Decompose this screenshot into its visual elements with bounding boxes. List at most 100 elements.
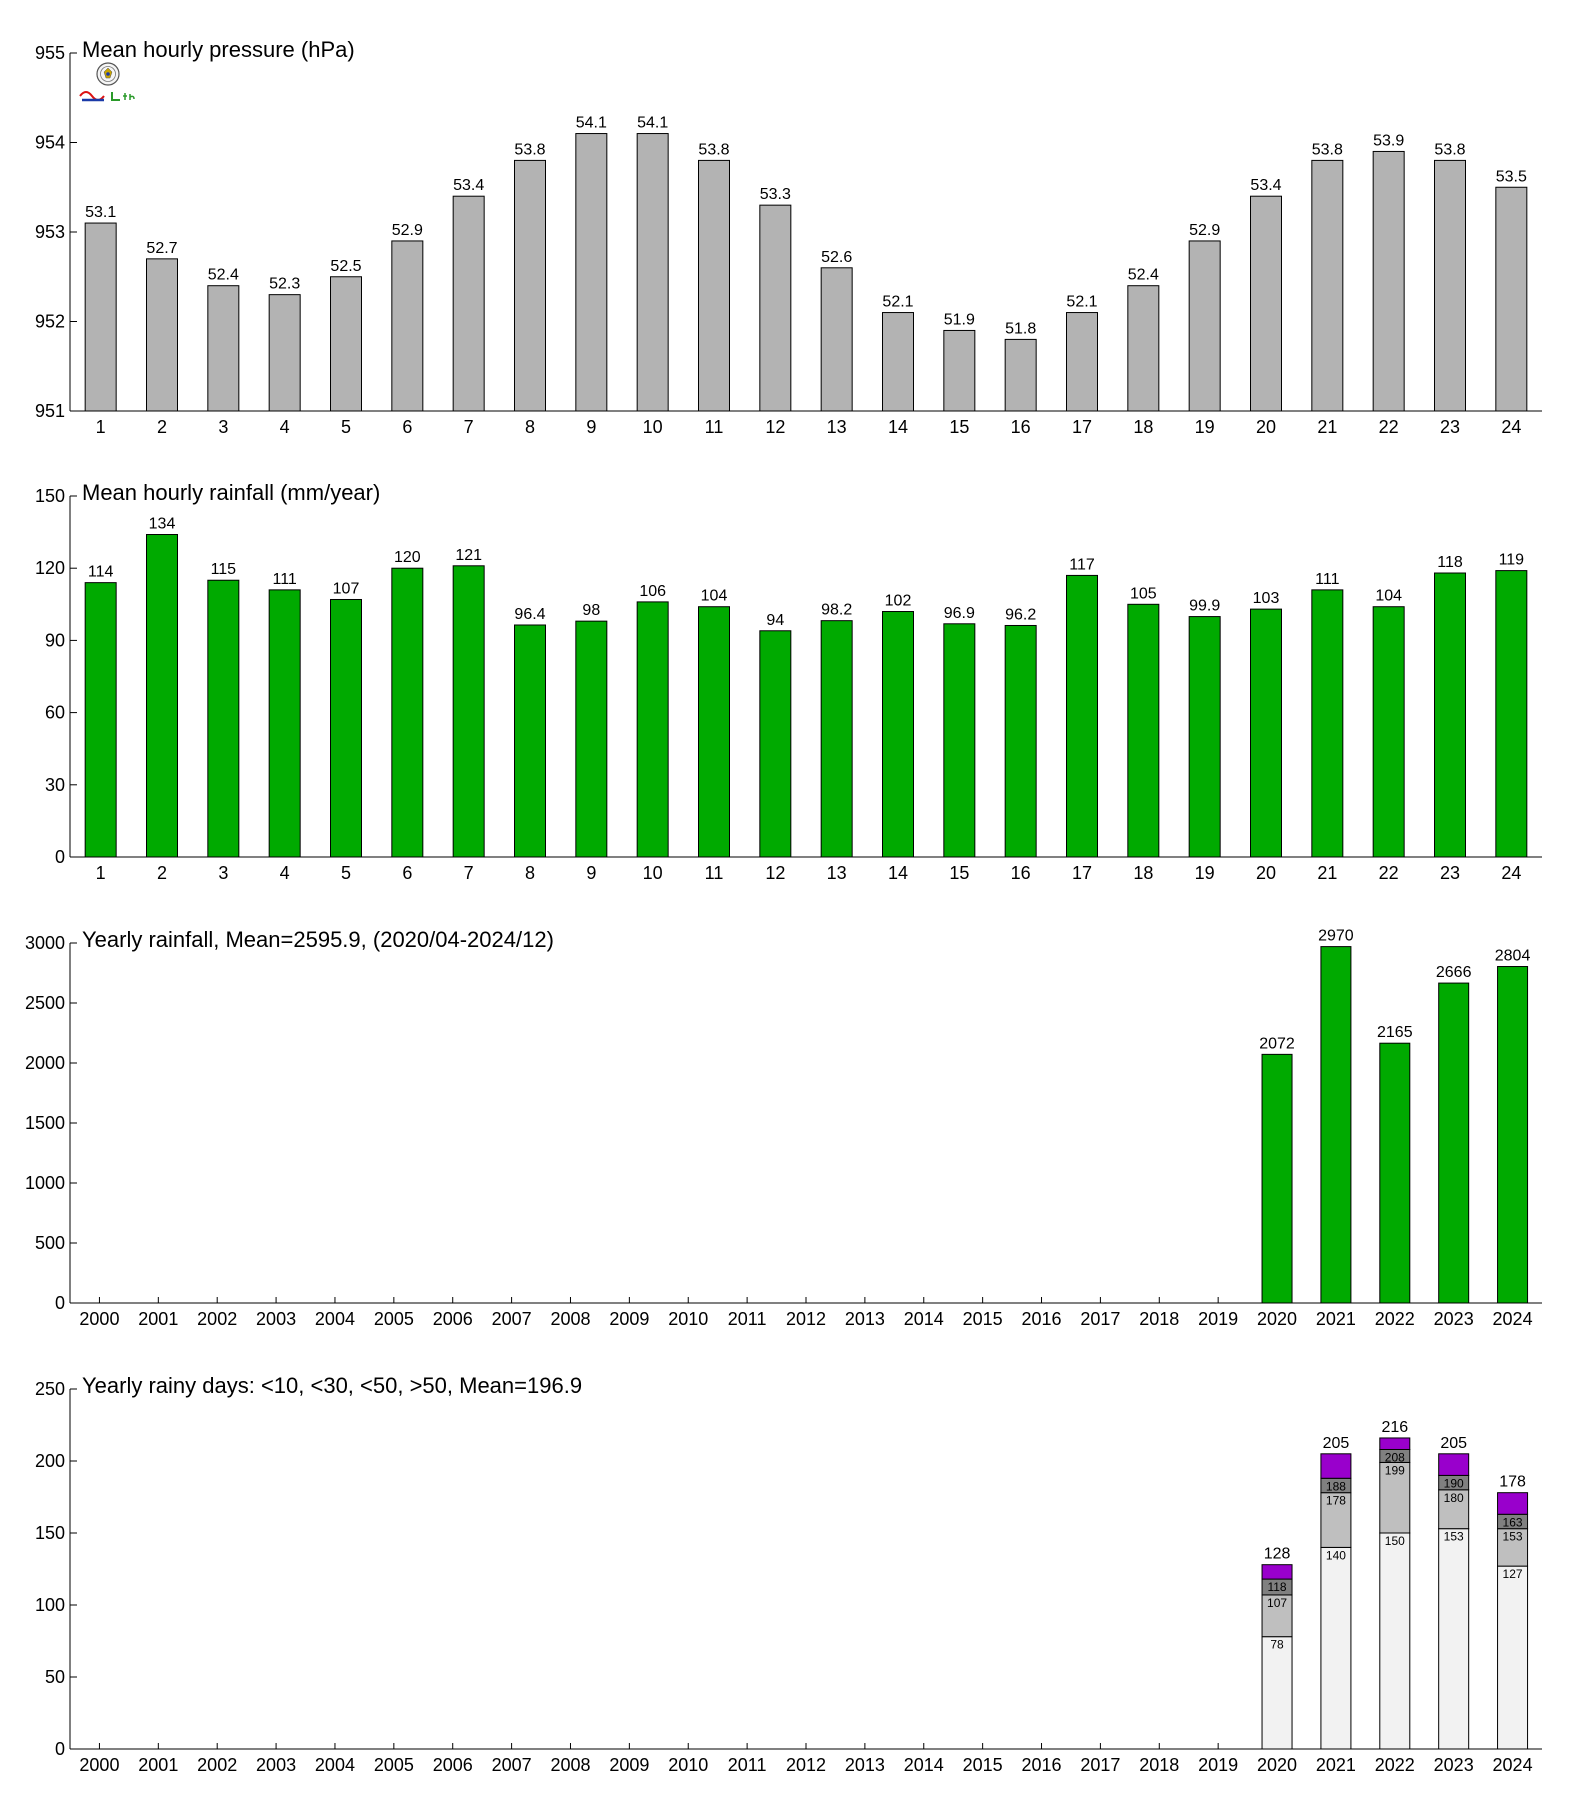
x-tick-label: 20 (1256, 863, 1276, 883)
x-tick-label: 2023 (1434, 1755, 1474, 1775)
stacked-bar-segment (1320, 1453, 1352, 1479)
segment-label: 153 (1503, 1530, 1523, 1544)
data-label: 120 (394, 549, 421, 566)
data-label: 102 (885, 593, 912, 610)
x-tick-label: 3 (218, 417, 228, 437)
x-tick-label: 16 (1011, 417, 1031, 437)
data-label: 117 (1069, 556, 1095, 573)
stacked-bar-segment (1320, 1546, 1352, 1750)
bar (1127, 603, 1160, 858)
bar (1495, 570, 1528, 858)
x-tick-label: 18 (1133, 417, 1153, 437)
x-tick-label: 24 (1501, 863, 1521, 883)
x-tick-label: 2008 (550, 1309, 590, 1329)
y-tick-label: 60 (45, 703, 65, 723)
x-tick-label: 22 (1379, 863, 1399, 883)
x-tick-label: 22 (1379, 417, 1399, 437)
bar (1495, 186, 1528, 412)
data-label: 52.7 (146, 240, 177, 257)
data-label: 53.8 (698, 141, 729, 158)
bar (882, 312, 914, 412)
data-label: 53.4 (1250, 177, 1281, 194)
x-tick-label: 12 (765, 417, 785, 437)
y-tick-label: 3000 (25, 933, 65, 953)
bar (1250, 195, 1282, 412)
x-tick-label: 2024 (1493, 1309, 1533, 1329)
x-tick-label: 2 (157, 417, 167, 437)
y-tick-label: 150 (35, 1523, 65, 1543)
bar (1004, 338, 1037, 412)
y-tick-label: 955 (35, 43, 65, 63)
x-tick-label: 3 (218, 863, 228, 883)
bar (882, 611, 914, 858)
x-tick-label: 14 (888, 417, 908, 437)
x-tick-label: 2012 (786, 1755, 826, 1775)
data-label: 216 (1381, 1419, 1408, 1436)
x-tick-label: 2024 (1493, 1755, 1533, 1775)
x-tick-label: 2003 (256, 1755, 296, 1775)
x-tick-label: 2000 (79, 1755, 119, 1775)
x-tick-label: 19 (1195, 863, 1215, 883)
x-tick-label: 2019 (1198, 1309, 1238, 1329)
data-label: 104 (1375, 588, 1402, 605)
data-label: 128 (1264, 1546, 1291, 1563)
data-label: 205 (1440, 1435, 1467, 1452)
x-tick-label: 2007 (492, 1309, 532, 1329)
data-label: 51.9 (944, 311, 975, 328)
x-tick-label: 2002 (197, 1309, 237, 1329)
data-label: 115 (211, 561, 237, 578)
stacked-bar-segment (1320, 1492, 1352, 1548)
x-tick-label: 21 (1317, 863, 1337, 883)
data-label: 96.9 (944, 605, 975, 622)
x-tick-label: 2018 (1139, 1309, 1179, 1329)
data-label: 53.8 (1312, 141, 1343, 158)
x-tick-label: 4 (280, 417, 290, 437)
x-tick-label: 18 (1133, 863, 1153, 883)
x-tick-label: 2022 (1375, 1309, 1415, 1329)
bar (1127, 285, 1160, 412)
data-label: 53.3 (760, 186, 791, 203)
data-label: 52.5 (330, 258, 361, 275)
data-label: 53.9 (1373, 132, 1404, 149)
x-tick-label: 20 (1256, 417, 1276, 437)
x-tick-label: 2013 (845, 1309, 885, 1329)
data-label: 111 (273, 571, 297, 588)
bar (759, 204, 792, 412)
y-tick-label: 30 (45, 775, 65, 795)
x-tick-label: 15 (949, 417, 969, 437)
x-tick-label: 2009 (609, 1755, 649, 1775)
segment-label: 190 (1444, 1476, 1464, 1490)
chart-title: Mean hourly pressure (hPa) (82, 37, 355, 62)
stacked-bar-segment (1379, 1437, 1411, 1450)
y-tick-label: 2500 (25, 993, 65, 1013)
x-tick-label: 2005 (374, 1755, 414, 1775)
x-tick-label: 2010 (668, 1309, 708, 1329)
x-tick-label: 9 (586, 863, 596, 883)
bar (698, 159, 730, 412)
x-tick-label: 2015 (963, 1309, 1003, 1329)
x-tick-label: 23 (1440, 863, 1460, 883)
x-tick-label: 2006 (433, 1309, 473, 1329)
segment-label: 199 (1385, 1463, 1405, 1477)
bar (207, 579, 240, 858)
data-label: 119 (1499, 552, 1525, 569)
segment-label: 107 (1267, 1596, 1287, 1610)
data-label: 98.2 (821, 602, 852, 619)
x-tick-label: 23 (1440, 417, 1460, 437)
segment-label: 163 (1503, 1515, 1523, 1529)
x-tick-label: 2020 (1257, 1755, 1297, 1775)
x-tick-label: 2014 (904, 1309, 944, 1329)
bar (146, 534, 178, 858)
x-tick-label: 2017 (1080, 1755, 1120, 1775)
data-label: 99.9 (1189, 598, 1220, 615)
x-tick-label: 2020 (1257, 1309, 1297, 1329)
x-tick-label: 2004 (315, 1309, 355, 1329)
bar (575, 620, 608, 858)
y-tick-label: 0 (55, 1739, 65, 1759)
data-label: 94 (766, 612, 784, 629)
bar (1372, 606, 1405, 858)
y-tick-label: 50 (45, 1667, 65, 1687)
x-tick-label: 2 (157, 863, 167, 883)
data-label: 98 (582, 602, 600, 619)
y-tick-label: 2000 (25, 1053, 65, 1073)
